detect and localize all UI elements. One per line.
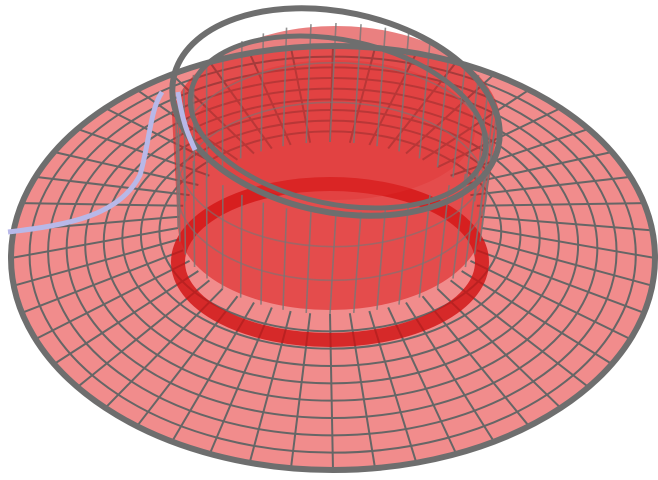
cylinder-line bbox=[239, 41, 243, 159]
cylinder-line bbox=[329, 212, 337, 315]
cylinder-wall bbox=[172, 25, 500, 310]
cylinder-line bbox=[464, 74, 480, 190]
inner-rim bbox=[187, 33, 489, 211]
cylinder-line bbox=[192, 74, 196, 189]
brim-spoke bbox=[461, 270, 613, 365]
brim-edge bbox=[8, 43, 658, 473]
cylinder-line bbox=[436, 50, 450, 168]
brim-spoke bbox=[53, 270, 199, 365]
cylinder-line bbox=[282, 208, 288, 310]
brim-spoke bbox=[481, 227, 656, 259]
cylinder-line bbox=[175, 117, 179, 229]
cylinder-ring bbox=[176, 101, 488, 282]
brim-spoke bbox=[480, 238, 653, 287]
brim-spoke bbox=[35, 175, 190, 197]
brim-spoke bbox=[10, 227, 179, 259]
brim-spoke bbox=[476, 249, 645, 314]
cylinder-line bbox=[376, 208, 387, 310]
cylinder-ring bbox=[175, 61, 493, 248]
cylinder-line bbox=[329, 22, 337, 143]
brim-spoke bbox=[470, 175, 631, 197]
cylinder-grid bbox=[175, 22, 497, 315]
cylinder-line bbox=[479, 103, 495, 215]
brim-spoke bbox=[13, 238, 180, 287]
cylinder-line bbox=[239, 194, 243, 298]
brim-spoke bbox=[469, 260, 631, 341]
brim-spoke bbox=[21, 202, 184, 207]
brim-spoke bbox=[21, 249, 184, 314]
cylinder-line bbox=[183, 88, 187, 202]
cylinder-line bbox=[418, 194, 431, 298]
cylinder-inner bbox=[195, 60, 475, 200]
brim-spoke bbox=[35, 260, 191, 341]
branch-cut bbox=[7, 90, 198, 235]
cylinder-line bbox=[398, 202, 410, 305]
brim-spoke bbox=[53, 151, 199, 186]
cylinder-line bbox=[352, 211, 362, 313]
cylinder-line bbox=[418, 41, 431, 159]
cylinder-line bbox=[305, 211, 312, 313]
cylinder-line bbox=[260, 202, 265, 305]
brim-spoke bbox=[476, 202, 645, 207]
cylinder-line bbox=[452, 62, 467, 178]
top-rim bbox=[169, 5, 503, 219]
cylinder-line bbox=[192, 161, 196, 268]
brim-spoke bbox=[480, 215, 653, 232]
